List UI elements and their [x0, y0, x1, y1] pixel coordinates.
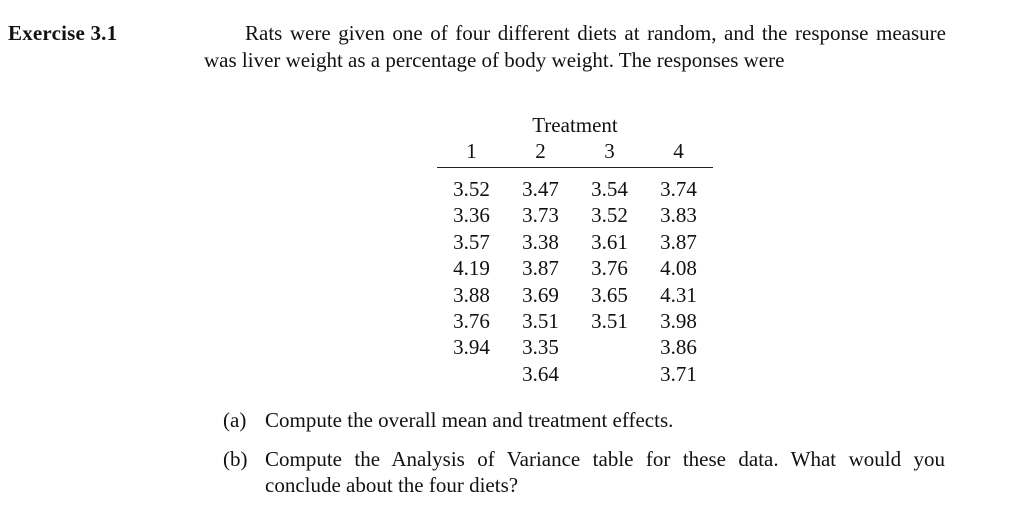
- table-cell: 4.08: [660, 256, 697, 281]
- table-cell: 3.64: [522, 361, 559, 386]
- table-cell: 3.73: [522, 203, 559, 228]
- table-cell: [437, 361, 506, 387]
- treatment-header: Treatment: [532, 113, 618, 137]
- table-cell: 3.54: [591, 177, 628, 201]
- question-label: (b): [223, 446, 248, 471]
- table-cell: 3.36: [453, 203, 490, 228]
- table-cell: 3.87: [522, 256, 559, 281]
- table-cell: 3.38: [522, 229, 559, 254]
- table-cell: 3.69: [522, 282, 559, 307]
- table-row: 3.36 3.73 3.52 3.83: [437, 202, 713, 228]
- table-cell: 3.86: [660, 335, 697, 360]
- table-cell: 3.51: [522, 309, 559, 334]
- table-cell: 3.76: [591, 256, 628, 281]
- table-cell: 3.74: [660, 177, 697, 201]
- question-text: Compute the Analysis of Variance table f…: [265, 446, 945, 498]
- table-cell: 3.57: [453, 229, 490, 254]
- table-cell: 3.52: [591, 203, 628, 228]
- table-cell: 3.76: [453, 309, 490, 334]
- question-b: (b) Compute the Analysis of Variance tab…: [223, 446, 945, 499]
- table-cell: 3.98: [660, 309, 697, 334]
- table-cell: 3.94: [453, 335, 490, 360]
- treatment-col-1: 1: [437, 139, 506, 168]
- table-cell: 3.88: [453, 282, 490, 307]
- treatment-table: Treatment 1 2 3 4 3.52 3.47 3.54 3.74 3.…: [437, 112, 713, 387]
- table-row: 3.76 3.51 3.51 3.98: [437, 308, 713, 334]
- table-cell: [575, 361, 644, 387]
- table-row: 3.88 3.69 3.65 4.31: [437, 282, 713, 308]
- table-row: 3.94 3.35 3.86: [437, 334, 713, 360]
- table-row: 3.57 3.38 3.61 3.87: [437, 229, 713, 255]
- table-cell: 3.61: [591, 229, 628, 254]
- table-cell: 3.47: [522, 177, 559, 201]
- table-cell: 3.51: [591, 309, 628, 334]
- exercise-intro: Rats were given one of four different di…: [204, 21, 946, 72]
- table-cell: 3.65: [591, 282, 628, 307]
- table-cell: 3.71: [660, 361, 697, 386]
- table-row: 4.19 3.87 3.76 4.08: [437, 255, 713, 281]
- table-cell: 4.19: [453, 256, 490, 281]
- table-cell: 3.52: [453, 177, 490, 201]
- table-cell: 4.31: [660, 282, 697, 307]
- question-text: Compute the overall mean and treatment e…: [265, 408, 674, 432]
- question-label: (a): [223, 408, 247, 432]
- treatment-col-4: 4: [644, 139, 713, 168]
- exercise-label: Exercise 3.1: [8, 21, 118, 45]
- table-row: 3.64 3.71: [437, 361, 713, 387]
- table-cell: [575, 334, 644, 360]
- question-a: (a) Compute the overall mean and treatme…: [223, 407, 945, 434]
- table-row: 3.52 3.47 3.54 3.74: [437, 176, 713, 202]
- treatment-col-3: 3: [575, 139, 644, 168]
- treatment-col-2: 2: [506, 139, 575, 168]
- question-list: (a) Compute the overall mean and treatme…: [223, 407, 945, 511]
- table-cell: 3.87: [660, 229, 697, 254]
- table-cell: 3.83: [660, 203, 697, 228]
- table-cell: 3.35: [522, 335, 559, 360]
